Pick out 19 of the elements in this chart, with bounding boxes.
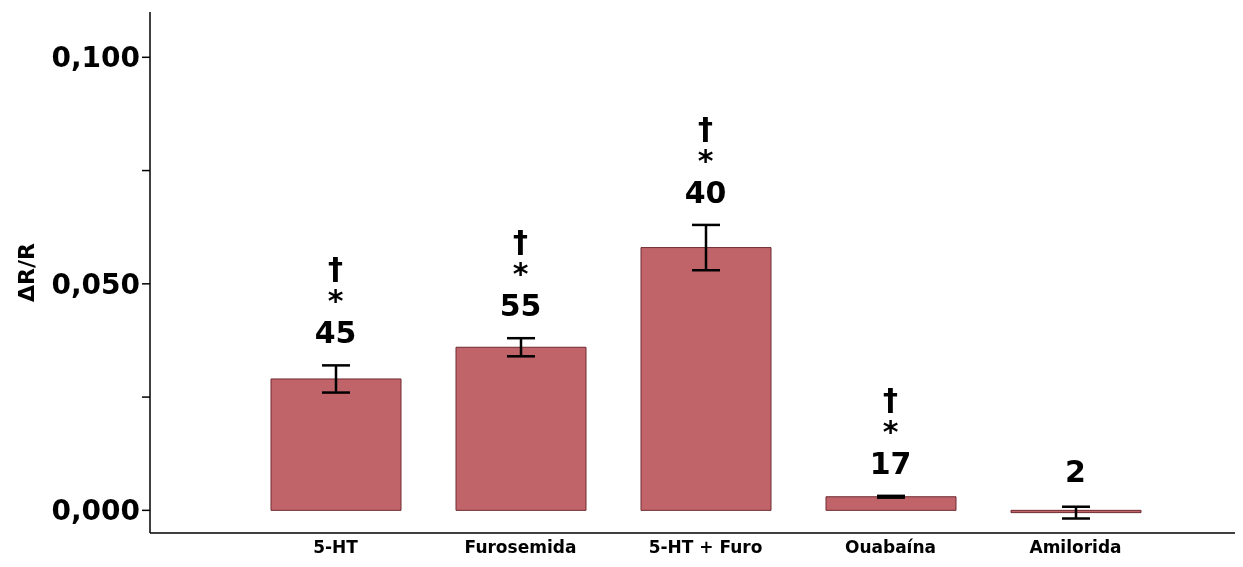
- x-tick-label: Ouabaína: [844, 537, 937, 558]
- y-axis-title: ΔR/R: [13, 242, 39, 302]
- annotation: † * 45: [314, 251, 357, 351]
- bar: [270, 378, 402, 511]
- annotation: † * 17: [869, 381, 912, 481]
- y-tick-label: 0,050: [51, 267, 140, 301]
- x-tick-label: 5-HT + Furo: [648, 537, 763, 558]
- annotation: 2: [1065, 454, 1086, 490]
- annotation: † * 40: [684, 110, 727, 210]
- bar: [640, 247, 772, 511]
- y-tick-label: 0,000: [51, 494, 140, 528]
- bar: [825, 496, 957, 511]
- x-tick-label: 5-HT: [313, 537, 359, 558]
- annotation: † * 55: [499, 224, 542, 324]
- bar: [455, 346, 587, 511]
- y-tick-label: 0,100: [51, 41, 140, 75]
- bar: [1010, 509, 1142, 514]
- x-tick-label: Amilorida: [1029, 537, 1122, 558]
- x-tick-label: Furosemida: [464, 537, 577, 558]
